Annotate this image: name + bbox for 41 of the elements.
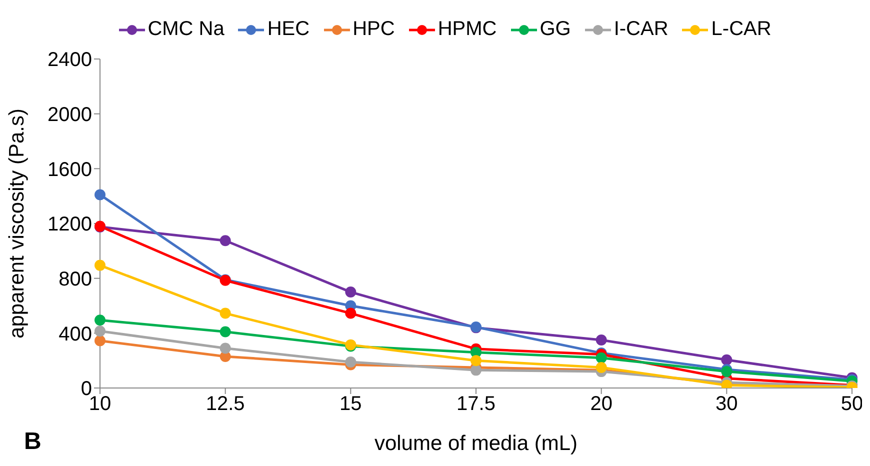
legend-label: CMC Na — [148, 18, 224, 41]
point — [94, 189, 106, 200]
point — [721, 366, 732, 378]
y-tick-label: 2400 — [48, 49, 92, 72]
point — [220, 308, 231, 319]
point — [345, 308, 356, 319]
point — [596, 352, 607, 364]
text: B — [24, 428, 42, 456]
point — [470, 364, 482, 376]
x-tick-label: 30 — [716, 393, 738, 416]
x-tick-label: 50 — [840, 393, 864, 416]
x-tick-label: 17.5 — [456, 393, 496, 416]
y-tick-label: 2000 — [48, 104, 92, 126]
point — [345, 286, 356, 298]
point — [220, 235, 231, 246]
point — [220, 326, 231, 338]
y-tick-label: 800 — [58, 268, 92, 290]
point — [721, 354, 732, 366]
point — [220, 342, 231, 354]
point — [94, 260, 106, 271]
point — [596, 362, 607, 373]
legend-label: HPMC — [438, 18, 497, 41]
legend-label: GG — [540, 18, 571, 41]
point — [596, 334, 607, 346]
y-tick-label: 1200 — [48, 214, 92, 236]
y-axis-title: apparent viscosity (Pa.s) — [5, 108, 28, 338]
y-tick-label: 1600 — [48, 158, 92, 181]
x-tick-label: 15 — [340, 393, 362, 416]
legend-label: I-CAR — [614, 18, 668, 41]
point — [345, 356, 356, 368]
point — [94, 314, 106, 326]
point — [94, 335, 106, 346]
point — [470, 355, 482, 366]
legend-label: HEC — [267, 18, 310, 41]
y-tick-label: 400 — [58, 323, 92, 346]
x-axis-title: volume of media (mL) — [374, 432, 578, 455]
legend-label: L-CAR — [711, 18, 772, 41]
point — [94, 326, 106, 337]
x-tick-label: 20 — [590, 393, 612, 416]
x-tick-label: 12.5 — [206, 393, 245, 416]
legend-label: HPC — [352, 18, 395, 41]
